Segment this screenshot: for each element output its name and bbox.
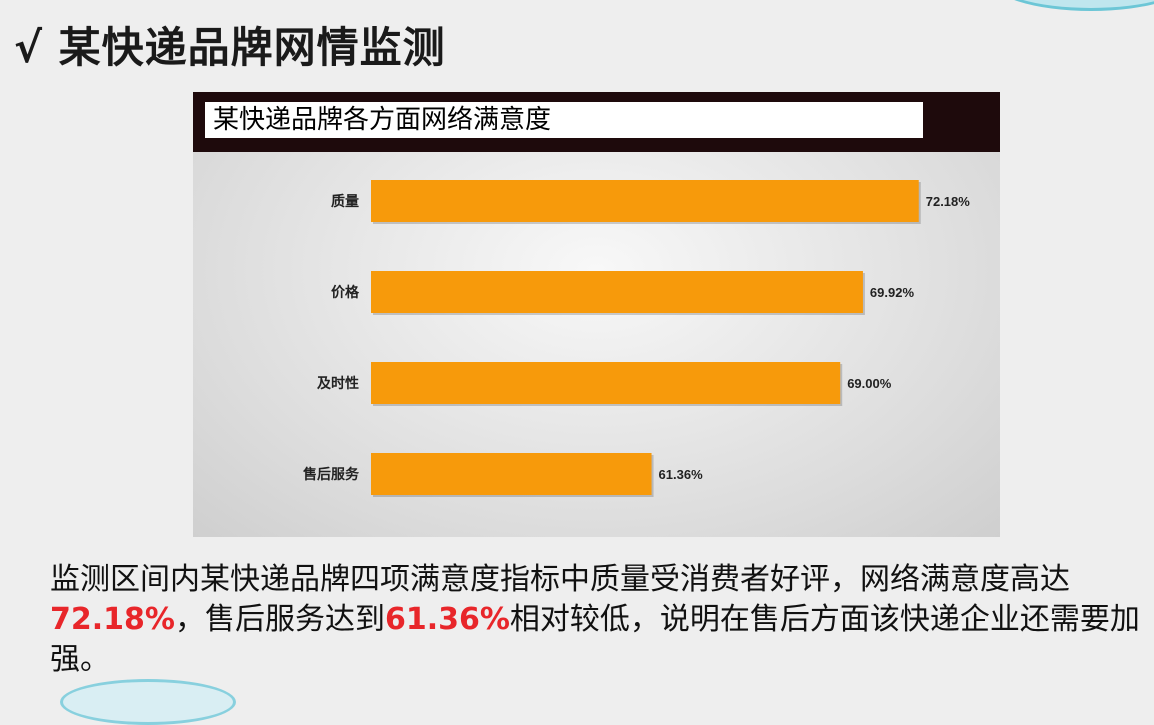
data-label: 61.36%	[659, 467, 704, 482]
bar	[371, 271, 863, 313]
summary-text: 监测区间内某快递品牌四项满意度指标中质量受消费者好评，网络满意度高达 72.18%…	[50, 560, 1140, 680]
decor-bubble-bottom-left	[60, 679, 236, 725]
category-label: 售后服务	[302, 466, 360, 483]
summary-highlight-after-sales: 61.36%	[384, 602, 510, 637]
summary-highlight-quality: 72.18%	[50, 602, 175, 637]
data-label: 72.18%	[926, 194, 971, 209]
bar	[371, 362, 841, 404]
summary-part-1: 监测区间内某快递品牌四项满意度指标中质量受消费者好评，网络满意度高达	[50, 562, 1070, 597]
summary-part-2: ，售后服务达到	[174, 602, 385, 637]
summary-part-3: 相对较低，说明在售后方面该快递企业还需要加强。	[50, 602, 1140, 677]
bar	[371, 180, 919, 222]
chart-title: 某快递品牌各方面网络满意度	[205, 102, 923, 138]
category-label: 价格	[331, 284, 360, 301]
bar-chart: 质量 72.18% 价格 69.92% 及时性 69.00% 售后服务 61.36%	[302, 180, 971, 497]
chart-panel: 某快递品牌各方面网络满意度 质量 72.18% 价格 69.92% 及时性 69.00% 售…	[193, 92, 1000, 537]
data-label: 69.00%	[847, 376, 892, 391]
data-label: 69.92%	[870, 285, 915, 300]
bar	[371, 453, 652, 495]
category-label: 质量	[331, 193, 359, 210]
category-label: 及时性	[317, 375, 359, 392]
slide-title: √ 某快递品牌网情监测	[14, 23, 446, 72]
decor-bubble-top-right	[988, 0, 1154, 11]
